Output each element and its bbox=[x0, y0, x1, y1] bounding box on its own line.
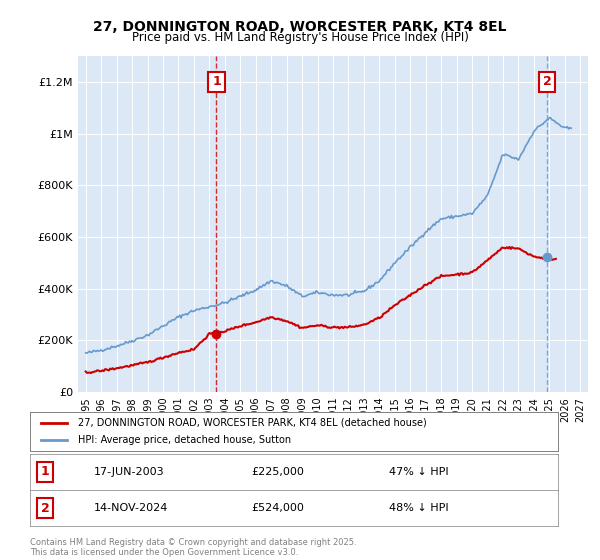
Text: 17-JUN-2003: 17-JUN-2003 bbox=[94, 467, 164, 477]
Text: £225,000: £225,000 bbox=[252, 467, 305, 477]
Text: 27, DONNINGTON ROAD, WORCESTER PARK, KT4 8EL (detached house): 27, DONNINGTON ROAD, WORCESTER PARK, KT4… bbox=[77, 418, 426, 428]
Text: Contains HM Land Registry data © Crown copyright and database right 2025.
This d: Contains HM Land Registry data © Crown c… bbox=[30, 538, 356, 557]
Text: 1: 1 bbox=[212, 76, 221, 88]
Text: Price paid vs. HM Land Registry's House Price Index (HPI): Price paid vs. HM Land Registry's House … bbox=[131, 31, 469, 44]
Text: 2: 2 bbox=[41, 502, 49, 515]
Text: 1: 1 bbox=[41, 465, 49, 478]
Text: 48% ↓ HPI: 48% ↓ HPI bbox=[389, 503, 449, 513]
Text: 2: 2 bbox=[543, 76, 552, 88]
Text: 27, DONNINGTON ROAD, WORCESTER PARK, KT4 8EL: 27, DONNINGTON ROAD, WORCESTER PARK, KT4… bbox=[93, 20, 507, 34]
Text: 47% ↓ HPI: 47% ↓ HPI bbox=[389, 467, 449, 477]
Text: £524,000: £524,000 bbox=[252, 503, 305, 513]
Text: 14-NOV-2024: 14-NOV-2024 bbox=[94, 503, 168, 513]
Text: HPI: Average price, detached house, Sutton: HPI: Average price, detached house, Sutt… bbox=[77, 435, 290, 445]
